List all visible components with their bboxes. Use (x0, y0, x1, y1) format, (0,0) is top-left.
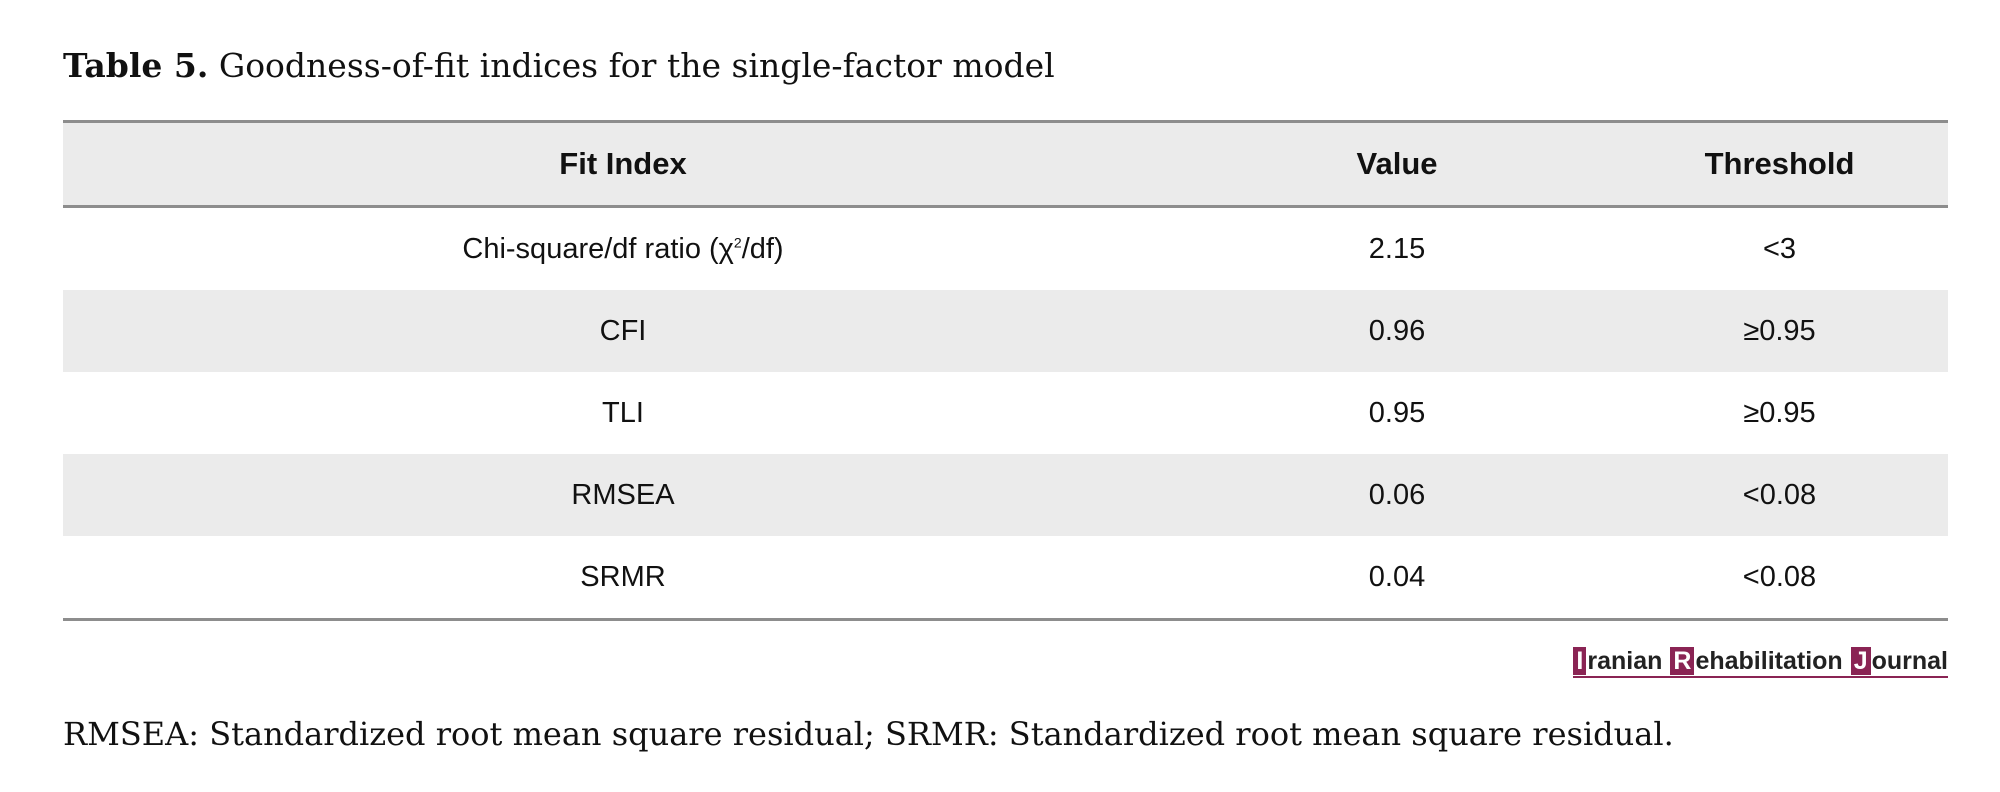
cell-fit-index: RMSEA (571, 478, 675, 511)
table-row: TLI 0.95 ≥0.95 (63, 372, 1948, 454)
cell-value: 0.04 (1368, 560, 1426, 593)
cell-fit-index: TLI (602, 396, 644, 429)
table-row: CFI 0.96 ≥0.95 (63, 290, 1948, 372)
table-caption: Table 5. Goodness-of-fit indices for the… (63, 40, 1055, 92)
logo-initial: I (1573, 646, 1587, 675)
cell-value: 2.15 (1368, 232, 1426, 265)
table-caption-text: Goodness-of-fit indices for the single-f… (218, 46, 1055, 85)
cell-fit-index: SRMR (580, 560, 666, 593)
logo-word-rest: ehabilitation (1695, 646, 1843, 675)
cell-value: 0.06 (1368, 478, 1426, 511)
table-row: RMSEA 0.06 <0.08 (63, 454, 1948, 536)
chi-square-label-suffix: /df) (741, 232, 784, 265)
header-threshold: Threshold (1704, 146, 1855, 181)
logo-word-rest: ournal (1871, 646, 1948, 675)
chi-square-label-prefix: Chi-square/df ratio (χ (462, 232, 734, 265)
cell-threshold: ≥0.95 (1743, 396, 1816, 429)
fit-indices-table: Fit Index Value Threshold Chi-square/df … (63, 120, 1948, 621)
cell-fit-index: CFI (599, 314, 647, 347)
logo-word-rest: ranian (1587, 646, 1663, 675)
cell-threshold: <0.08 (1742, 560, 1817, 593)
cell-fit-index: Chi-square/df ratio (χ2/df) (63, 233, 1183, 266)
header-fit-index: Fit Index (559, 146, 687, 181)
table-header-row: Fit Index Value Threshold (63, 123, 1948, 208)
table-row: SRMR 0.04 <0.08 (63, 536, 1948, 618)
cell-value: 0.96 (1368, 314, 1426, 347)
cell-threshold: <3 (1762, 232, 1797, 265)
table-footnote: RMSEA: Standardized root mean square res… (63, 715, 1674, 753)
header-value: Value (1356, 146, 1438, 181)
logo-initial: J (1850, 646, 1871, 675)
table-caption-label: Table 5. (63, 46, 209, 85)
table-row: Chi-square/df ratio (χ2/df) 2.15 <3 (63, 208, 1948, 290)
cell-value: 0.95 (1368, 396, 1426, 429)
chi-square-superscript: 2 (733, 233, 742, 250)
cell-threshold: <0.08 (1742, 478, 1817, 511)
logo-initial: R (1670, 646, 1695, 675)
cell-threshold: ≥0.95 (1743, 314, 1816, 347)
